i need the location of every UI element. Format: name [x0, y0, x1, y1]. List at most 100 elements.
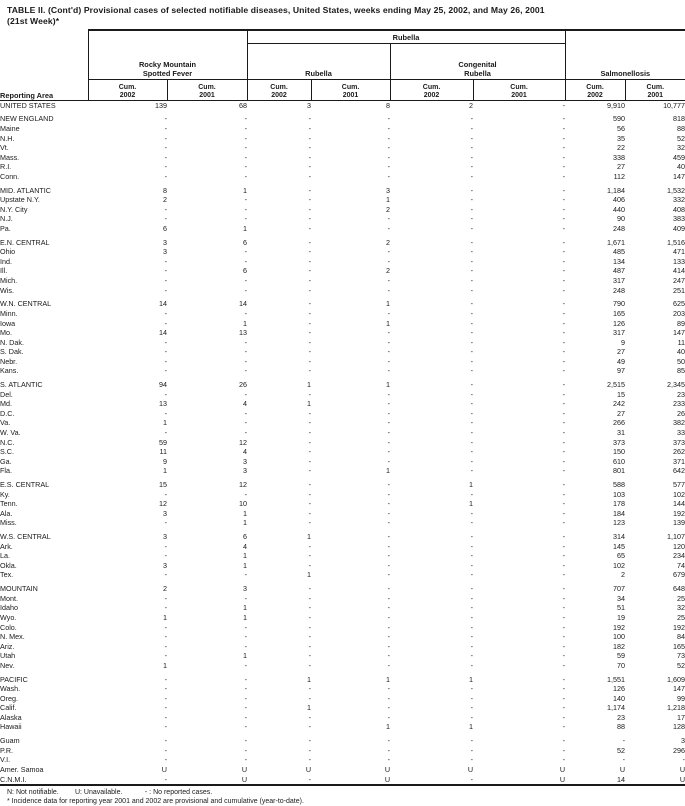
value-cell: 1,532 — [667, 185, 685, 195]
table-row: Upstate N.Y. 2 - - 1 - - 406 332 — [0, 195, 685, 205]
value-cell: 801 — [613, 466, 626, 476]
table-row: N.J. - - - - - - 90 383 — [0, 214, 685, 224]
value-cell: - — [562, 366, 566, 376]
value-cell: - — [470, 285, 474, 295]
value-cell: - — [562, 309, 566, 318]
value-cell: - — [387, 641, 391, 651]
value-cell: 1 — [243, 551, 248, 561]
value-cell: 648 — [673, 584, 685, 594]
value-cell: 140 — [613, 693, 626, 703]
value-cell: 234 — [673, 551, 685, 561]
value-cell: 440 — [613, 204, 626, 214]
value-cell: - — [562, 195, 566, 205]
value-cell: 59 — [159, 437, 167, 447]
value-cell: - — [387, 328, 391, 338]
reporting-area-cell: D.C. — [0, 408, 15, 418]
value-cell: - — [470, 152, 474, 162]
value-cell: - — [387, 551, 391, 561]
value-cell: - — [308, 551, 312, 561]
value-cell: - — [470, 447, 474, 457]
value-cell: - — [682, 755, 685, 765]
value-cell: 242 — [613, 399, 626, 409]
value-cell: 625 — [673, 299, 685, 309]
value-cell: - — [244, 408, 248, 418]
value-cell: - — [308, 489, 312, 499]
reporting-area-header: Reporting Area — [0, 30, 88, 101]
reporting-area-cell: Ind. — [0, 256, 12, 266]
value-cell: - — [308, 408, 312, 418]
value-cell: - — [387, 162, 391, 172]
value-cell: - — [387, 133, 391, 143]
value-cell: 88 — [617, 722, 626, 732]
value-cell: 65 — [617, 551, 626, 561]
value-cell: - — [308, 114, 312, 124]
value-cell: - — [164, 674, 167, 684]
value-cell: - — [470, 570, 474, 580]
value-cell: - — [164, 356, 167, 366]
value-cell: - — [308, 456, 312, 466]
reporting-area-cell: Del. — [0, 389, 13, 399]
value-cell: - — [244, 162, 248, 172]
value-cell: - — [562, 674, 566, 684]
value-cell: 1 — [243, 603, 248, 613]
value-cell: - — [244, 389, 248, 399]
value-cell: - — [308, 366, 312, 376]
reporting-area-cell: PACIFIC — [0, 674, 28, 684]
value-cell: 15 — [617, 389, 626, 399]
table-row: S.C. 11 4 - - - - 150 262 — [0, 447, 685, 457]
value-cell: 818 — [673, 114, 685, 124]
value-cell: 14 — [159, 299, 167, 309]
value-cell: - — [562, 152, 566, 162]
value-cell: 25 — [677, 593, 685, 603]
reporting-area-cell: P.R. — [0, 745, 14, 755]
value-cell: - — [387, 143, 391, 153]
value-cell: - — [387, 285, 391, 295]
reporting-area-cell: C.N.M.I. — [0, 774, 27, 784]
table-row: Nebr. - - - - - - 49 50 — [0, 357, 685, 367]
value-cell: - — [164, 722, 167, 732]
table-row: Maine - - - - - - 56 88 — [0, 124, 685, 134]
value-cell: 35 — [617, 133, 626, 143]
table-row: Del. - - - - - - 15 23 — [0, 390, 685, 400]
reporting-area-cell: W. Va. — [0, 427, 21, 437]
value-cell: - — [470, 603, 474, 613]
value-cell: - — [562, 518, 566, 528]
value-cell: - — [164, 774, 167, 784]
value-cell: - — [308, 418, 312, 428]
table-row: P.R. - - - - - - 52 296 — [0, 746, 685, 756]
value-cell: 1 — [243, 318, 248, 328]
value-cell: - — [470, 256, 474, 266]
value-cell: - — [387, 489, 391, 499]
value-cell: 459 — [673, 152, 685, 162]
value-cell: - — [308, 684, 312, 694]
reporting-area-cell: N. Dak. — [0, 337, 24, 347]
value-cell: 123 — [613, 518, 626, 528]
value-cell: 89 — [677, 318, 685, 328]
reporting-area-cell: Oreg. — [0, 693, 18, 703]
value-cell: 408 — [673, 204, 685, 214]
value-cell: - — [387, 745, 391, 755]
footnotes: N: Not notifiable. U: Unavailable. - : N… — [0, 789, 685, 806]
reporting-area-cell: R.I. — [0, 162, 12, 172]
value-cell: 1,174 — [607, 703, 626, 713]
value-cell: 128 — [673, 722, 685, 732]
value-cell: - — [308, 214, 312, 224]
value-cell: 11 — [677, 337, 685, 347]
value-cell: - — [244, 693, 248, 703]
value-cell: - — [470, 612, 474, 622]
reporting-area-cell: Hawaii — [0, 722, 22, 732]
value-cell: 487 — [613, 266, 626, 276]
value-cell: - — [470, 651, 474, 661]
value-cell: - — [308, 755, 312, 765]
value-cell: - — [470, 489, 474, 499]
value-cell: 409 — [673, 223, 685, 233]
value-cell: - — [562, 712, 566, 722]
value-cell: - — [244, 660, 248, 670]
value-cell: - — [164, 745, 167, 755]
reporting-area-cell: Tenn. — [0, 499, 18, 509]
value-cell: - — [562, 489, 566, 499]
value-cell: - — [308, 518, 312, 528]
value-cell: 74 — [677, 560, 685, 570]
value-cell: 23 — [677, 389, 685, 399]
col-group-rubella: Rubella — [246, 43, 391, 80]
